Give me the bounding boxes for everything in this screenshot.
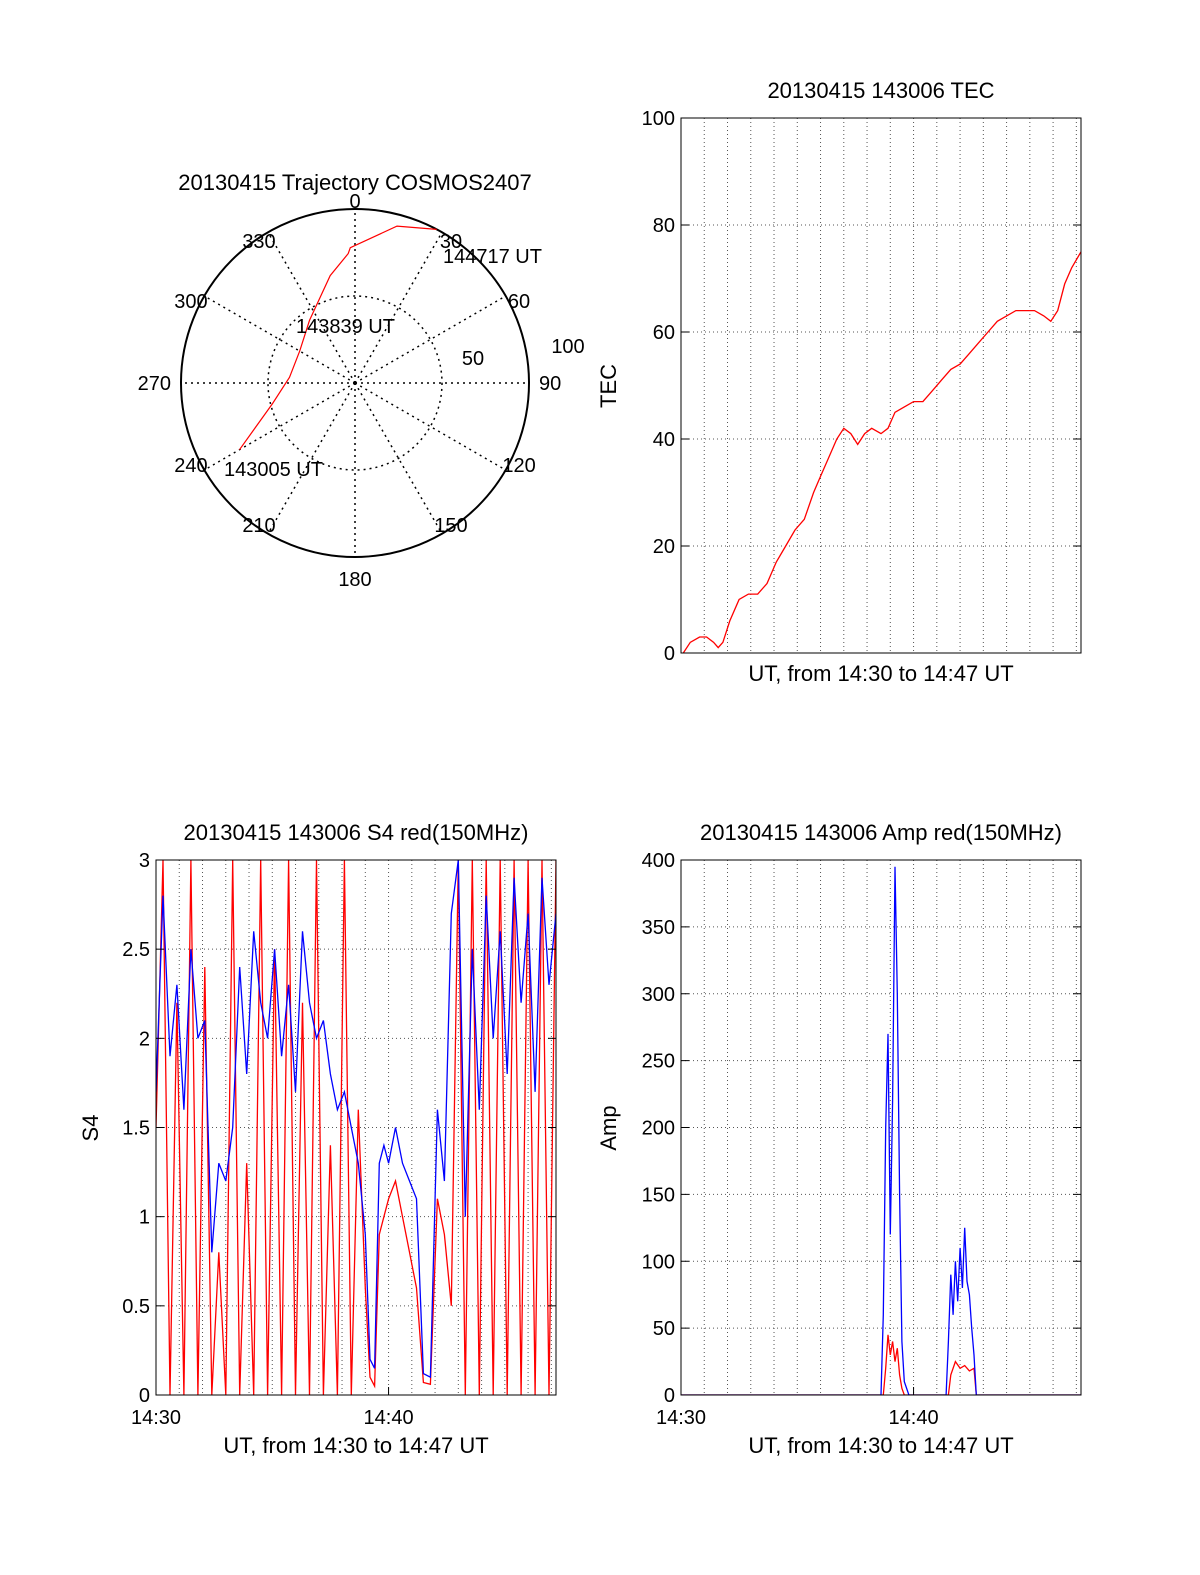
polar-angle-label: 60	[508, 291, 530, 313]
y-tick-label: 350	[642, 917, 675, 939]
s4-data	[156, 860, 556, 1395]
y-tick-label: 2	[139, 1028, 150, 1050]
polar-trajectory-line	[239, 225, 437, 451]
y-tick-label: 3	[139, 850, 150, 872]
y-tick-label: 60	[653, 322, 675, 344]
y-tick-label: 0.5	[122, 1296, 150, 1318]
y-tick-label: 400	[642, 850, 675, 872]
y-tick-label: 200	[642, 1118, 675, 1140]
amp-ylabel: Amp	[596, 1105, 621, 1150]
tec-plot: 20130415 143006 TEC 0 20 40 60 80 100 TEC UT,…	[596, 78, 1082, 686]
polar-spoke	[354, 231, 443, 384]
polar-radial-label-100: 100	[551, 336, 584, 358]
amp-grid	[681, 860, 1081, 1395]
y-tick-label: 80	[653, 215, 675, 237]
amp-xlabel: UT, from 14:30 to 14:47 UT	[748, 1433, 1013, 1458]
y-tick-label: 0	[664, 643, 675, 665]
tec-ylabel: TEC	[596, 364, 621, 408]
polar-angle-label: 240	[174, 455, 207, 477]
x-tick-label: 14:30	[131, 1407, 181, 1429]
polar-angle-label: 0	[349, 191, 360, 213]
amp-title: 20130415 143006 Amp red(150MHz)	[700, 820, 1062, 845]
s4-xlabel: UT, from 14:30 to 14:47 UT	[223, 1433, 488, 1458]
y-tick-label: 2.5	[122, 939, 150, 961]
y-tick-label: 150	[642, 1184, 675, 1206]
polar-angle-label: 300	[174, 291, 207, 313]
s4-title: 20130415 143006 S4 red(150MHz)	[184, 820, 529, 845]
polar-spoke	[354, 382, 507, 471]
s4-ylabel: S4	[78, 1115, 103, 1142]
x-tick-label: 14:40	[889, 1407, 939, 1429]
y-tick-label: 0	[139, 1385, 150, 1407]
polar-angle-label: 330	[242, 231, 275, 253]
polar-angle-labels: 0 30 60 90 120 150 180 210 240 270 300 330	[138, 191, 562, 591]
polar-spoke	[354, 382, 443, 535]
polar-plot: 20130415 Trajectory COSMOS2407 0 30 60 90 12…	[138, 170, 585, 591]
polar-angle-label: 180	[338, 569, 371, 591]
polar-grid	[181, 209, 529, 557]
y-tick-label: 100	[642, 108, 675, 130]
polar-spoke	[203, 295, 356, 384]
polar-angle-label: 150	[434, 515, 467, 537]
tec-title: 20130415 143006 TEC	[767, 78, 994, 103]
polar-annotation-mid: 143839 UT	[296, 316, 395, 338]
series-line-0	[682, 251, 1081, 653]
polar-annotation-start: 143005 UT	[224, 459, 323, 481]
polar-angle-label: 270	[138, 373, 171, 395]
tec-xlabel: UT, from 14:30 to 14:47 UT	[748, 661, 1013, 686]
polar-radial-label-50: 50	[462, 348, 484, 370]
polar-spoke	[267, 382, 356, 535]
s4-plot: 20130415 143006 S4 red(150MHz) 0 0.5 1 1.5 2…	[78, 820, 557, 1458]
y-tick-label: 1	[139, 1207, 150, 1229]
y-tick-label: 0	[664, 1385, 675, 1407]
tec-ticks: 0 20 40 60 80 100	[642, 108, 1081, 665]
y-tick-label: 20	[653, 536, 675, 558]
tec-data	[682, 251, 1081, 653]
y-tick-label: 40	[653, 429, 675, 451]
amp-plot: 20130415 143006 Amp red(150MHz) 0 50 100 15…	[596, 820, 1082, 1458]
polar-angle-label: 210	[242, 515, 275, 537]
amp-data	[681, 866, 1081, 1395]
s4-ticks: 0 0.5 1 1.5 2 2.5 3 14:30 14:40	[122, 850, 556, 1429]
polar-title: 20130415 Trajectory COSMOS2407	[178, 170, 531, 195]
y-tick-label: 100	[642, 1251, 675, 1273]
polar-angle-label: 30	[440, 231, 462, 253]
y-tick-label: 300	[642, 984, 675, 1006]
series-line-0	[681, 1334, 1081, 1395]
series-line-1	[156, 860, 556, 1379]
tec-grid	[681, 118, 1081, 653]
x-tick-label: 14:40	[364, 1407, 414, 1429]
polar-outer-circle	[180, 208, 530, 558]
polar-spoke	[354, 295, 507, 384]
x-tick-label: 14:30	[656, 1407, 706, 1429]
polar-spoke	[203, 382, 356, 471]
y-tick-label: 250	[642, 1051, 675, 1073]
polar-annotation-end: 144717 UT	[443, 246, 542, 268]
amp-ticks: 0 50 100 150 200 250 300 350 400 14:30 14:40	[642, 850, 1081, 1429]
series-line-1	[681, 866, 1081, 1395]
y-tick-label: 1.5	[122, 1118, 150, 1140]
y-tick-label: 50	[653, 1318, 675, 1340]
tec-axes-frame	[680, 117, 1082, 654]
polar-inner-circle	[267, 295, 443, 471]
polar-angle-label: 90	[539, 373, 561, 395]
polar-angle-label: 120	[502, 455, 535, 477]
polar-spoke	[267, 231, 356, 384]
